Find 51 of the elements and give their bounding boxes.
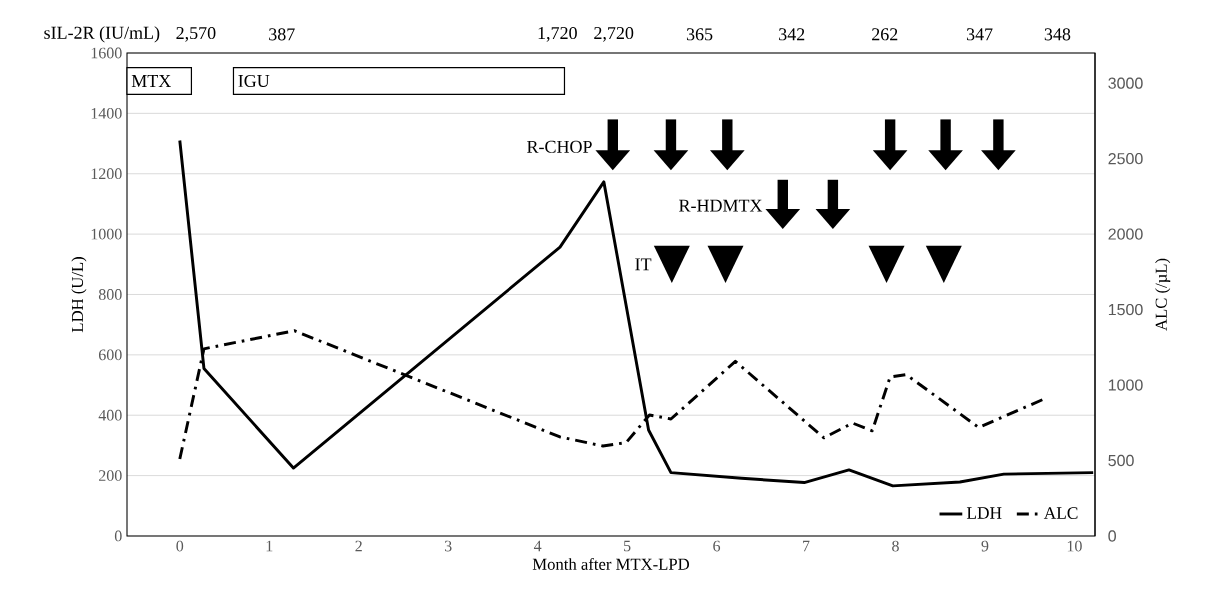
x-tick-label: 0 xyxy=(176,540,184,552)
y2-tick-label: 2500 xyxy=(1108,152,1143,165)
x-tick-label: 2 xyxy=(355,540,362,552)
y-tick-label: 1400 xyxy=(91,107,122,119)
x-tick-label: 6 xyxy=(713,540,721,552)
y2-tick-label: 2000 xyxy=(1108,228,1143,240)
text: 365 xyxy=(686,28,713,41)
x-tick-label: 4 xyxy=(533,540,542,552)
point xyxy=(707,245,744,283)
x-tick-label: 5 xyxy=(624,540,631,552)
y2-tick-label: 1500 xyxy=(1108,303,1143,316)
text: 2,720 xyxy=(594,26,634,42)
series-label: R-CHOP xyxy=(527,140,592,153)
series-label: R-HDMTX xyxy=(679,199,763,212)
y-tick-label: 1600 xyxy=(91,47,122,59)
y2-tick-label: 0 xyxy=(1108,530,1116,542)
x-tick-label: 10 xyxy=(1067,540,1082,552)
text: 387 xyxy=(269,28,295,41)
y-axis-title: LDH (U/L) xyxy=(71,257,87,333)
point xyxy=(925,245,962,283)
x-axis-title: Month after MTX-LPD xyxy=(532,557,690,570)
band-label: MTX xyxy=(131,75,171,87)
y2-tick-label: 500 xyxy=(1108,454,1134,467)
y-tick-label: 400 xyxy=(98,409,122,421)
y-tick-label: 0 xyxy=(114,530,122,542)
y2-axis-title: ALC (/µL) xyxy=(1155,258,1171,331)
y2-tick-label: 1000 xyxy=(1108,379,1143,391)
y2-tick-label: 3000 xyxy=(1108,77,1143,89)
point xyxy=(653,245,690,283)
legend-label: LDH xyxy=(966,507,1002,519)
series-label: IT xyxy=(635,258,652,271)
text: 2,570 xyxy=(176,26,216,42)
x-tick-label: 1 xyxy=(266,540,273,552)
y-tick-label: 800 xyxy=(98,289,122,300)
y-tick-label: 600 xyxy=(98,349,122,361)
legend-label: ALC xyxy=(1043,507,1078,519)
text: 348 xyxy=(1044,28,1071,41)
text: 262 xyxy=(872,28,898,41)
x-tick-label: 3 xyxy=(444,540,452,552)
text: 342 xyxy=(779,28,805,41)
point xyxy=(868,245,905,283)
text: 1,720 xyxy=(538,26,577,42)
text: sIL-2R (IU/mL) xyxy=(44,26,160,43)
y-tick-label: 1000 xyxy=(91,228,122,240)
x-tick-label: 8 xyxy=(892,540,899,552)
x-tick-label: 9 xyxy=(981,540,989,552)
text: 347 xyxy=(966,28,993,41)
band-label: IGU xyxy=(238,74,270,88)
x-tick-label: 7 xyxy=(803,540,810,552)
y-tick-label: 1200 xyxy=(91,168,122,180)
y-tick-label: 200 xyxy=(99,470,122,481)
